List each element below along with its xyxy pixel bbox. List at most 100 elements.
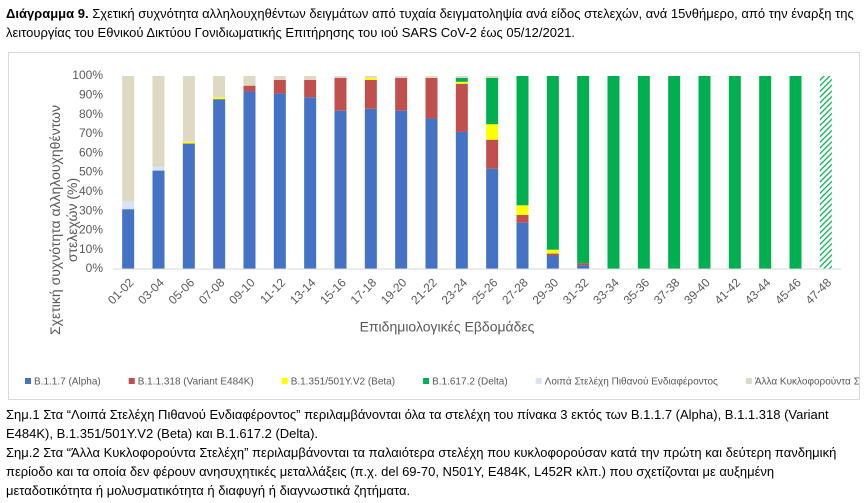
x-tick-label: 25-26 (469, 275, 501, 307)
bar-segment (243, 91, 256, 269)
bar-segment (759, 76, 772, 269)
bar-segment (698, 76, 711, 269)
bar-segment (152, 76, 165, 167)
bar-segment (364, 108, 377, 269)
bar-segment (395, 77, 408, 111)
y-tick-label: 50% (79, 165, 103, 179)
bar-segment (455, 131, 468, 269)
bar-segment (728, 76, 741, 269)
legend-label: Λοιπά Στελέχη Πιθανού Ενδιαφέροντος (545, 376, 718, 388)
bar-segment (577, 265, 590, 269)
legend-swatch (25, 378, 31, 384)
bar-segment (425, 76, 438, 78)
x-tick-label: 01-02 (105, 275, 137, 307)
x-tick-label: 31-32 (560, 275, 592, 307)
bar-segment (516, 76, 529, 206)
caption-text: Σχετική συχνότητα αλληλουχηθέντων δειγμά… (6, 6, 854, 40)
bar-segment (152, 170, 165, 269)
x-tick-label: 23-24 (439, 275, 471, 307)
bar-segment (182, 143, 195, 269)
x-tick-label: 37-38 (651, 275, 683, 307)
x-tick-label: 43-44 (742, 275, 774, 307)
bar-segment (668, 76, 681, 269)
x-axis-title: Επιδημιολογικές Εβδομάδες (360, 319, 535, 335)
bar-segment (364, 76, 377, 78)
bar-segment (334, 77, 347, 111)
bar-segment (304, 97, 317, 269)
bar-segment (304, 76, 317, 80)
legend-label: B.1.1.318 (Variant E484K) (138, 377, 254, 388)
bar-segment (364, 77, 377, 80)
x-tick-label: 33-34 (590, 275, 622, 307)
y-tick-label: 80% (79, 107, 103, 121)
legend-swatch (423, 378, 430, 384)
legend-swatch (745, 378, 752, 384)
x-tick-label: 29-30 (530, 275, 562, 307)
x-tick-label: 35-36 (621, 275, 653, 307)
legend-label: B.1.351/501Y.V2 (Beta) (291, 377, 395, 388)
x-tick-label: 19-20 (378, 275, 410, 307)
y-axis-title: Σχετική συχνότητα αλληλουχηθέντων στελεχ… (47, 105, 80, 335)
y-tick-label: 40% (79, 184, 103, 198)
x-tick-label: 39-40 (681, 275, 713, 307)
bar-segment (395, 76, 408, 78)
bar-segment (486, 77, 499, 125)
y-tick-label: 0% (86, 261, 104, 275)
legend-swatch (535, 378, 542, 384)
x-tick-label: 21-22 (408, 275, 440, 307)
bar-segment (637, 76, 650, 269)
legend-swatch (128, 378, 135, 384)
legend-swatch (281, 378, 288, 384)
x-tick-label: 45-46 (772, 275, 804, 307)
chart: Επιδημιολογικές Εβδομάδες 0% 10% 20% 30% 40%… (25, 68, 868, 388)
y-tick-label: 60% (79, 145, 103, 159)
bar-segment (607, 76, 620, 269)
bar-segment (425, 77, 438, 119)
bar-segment (546, 255, 559, 269)
bar-segment (334, 110, 347, 269)
bar-segment (455, 77, 468, 82)
bar-segment (486, 139, 499, 169)
chart-box: Επιδημιολογικές Εβδομάδες 0% 10% 20% 30% 40%… (8, 52, 868, 400)
bar-segment (304, 79, 317, 98)
x-tick-label: 47-48 (803, 275, 835, 307)
bar-segment (516, 205, 529, 215)
bar-segment (486, 168, 499, 269)
bar-segment (122, 76, 135, 202)
bar-segment (152, 166, 165, 171)
bar-segment (516, 214, 529, 223)
bar-segment (364, 79, 377, 109)
bar-segment (577, 263, 590, 266)
bar-segment (182, 76, 195, 142)
y-tick-label: 100% (72, 68, 103, 82)
y-tick-label: 90% (79, 87, 103, 101)
y-tick-label: 20% (79, 223, 103, 237)
y-tick-label: 30% (79, 203, 103, 217)
legend-label: Άλλα Κυκλοφορούντα Στελέχη (755, 376, 859, 388)
x-tick-label: 15-16 (317, 275, 349, 307)
bar-segment (546, 249, 559, 254)
caption-label: Διάγραμμα 9. (6, 6, 89, 21)
caption: Διάγραμμα 9. Σχετική συχνότητα αλληλουχη… (6, 4, 856, 42)
bar-segment (273, 93, 286, 269)
bar-segment (455, 83, 468, 132)
y-tick-label: 70% (79, 126, 103, 140)
bar-segment (546, 253, 559, 256)
bar-segment (455, 76, 468, 78)
bar-segment (334, 76, 347, 78)
bar-segment (486, 124, 499, 140)
bar-segment (516, 222, 529, 269)
x-tick-label: 27-28 (499, 275, 531, 307)
bar-segment (243, 76, 256, 86)
bar-segment (273, 76, 286, 80)
bar-segment (273, 79, 286, 94)
bar-segment (122, 209, 135, 269)
bar-segment (122, 201, 135, 210)
x-tick-label: 09-10 (226, 275, 258, 307)
x-tick-label: 41-42 (712, 275, 744, 307)
bar-segment (213, 99, 226, 269)
bar-segment (486, 76, 499, 78)
y-tick-label: 10% (79, 242, 103, 256)
bar-segment (455, 81, 468, 84)
